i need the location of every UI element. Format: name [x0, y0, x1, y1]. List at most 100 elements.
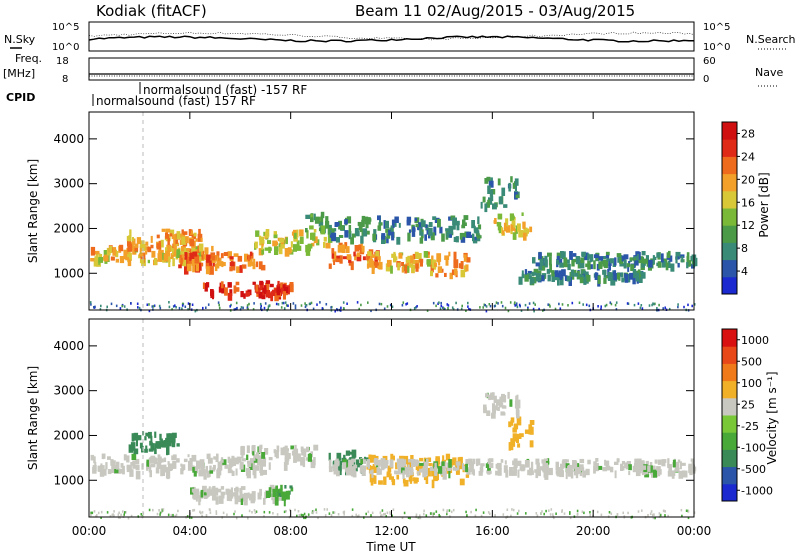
data-cell — [265, 229, 270, 237]
data-cell — [602, 467, 607, 472]
data-cell — [403, 479, 409, 487]
colorbar-tick-label: -1000 — [741, 484, 773, 497]
data-cell — [654, 516, 656, 520]
data-cell — [220, 253, 224, 259]
data-cell — [637, 510, 640, 513]
velocity-panel-frame — [88, 318, 695, 518]
data-cell — [662, 509, 665, 513]
data-cell — [181, 254, 185, 263]
data-cell — [605, 251, 610, 256]
data-cell — [175, 513, 178, 517]
data-cell — [516, 305, 519, 309]
data-cell — [613, 270, 617, 275]
data-cell — [551, 270, 555, 277]
data-cell — [565, 470, 568, 480]
data-cell — [246, 445, 250, 454]
data-cell — [156, 234, 160, 239]
data-cell — [287, 304, 289, 307]
data-cell — [370, 480, 374, 486]
data-cell — [252, 451, 255, 456]
data-cell — [621, 461, 625, 465]
y-tick-label: 2000 — [53, 221, 84, 235]
data-cell — [510, 417, 515, 423]
data-cell — [158, 304, 161, 308]
data-cell — [514, 400, 520, 409]
data-cell — [651, 513, 654, 517]
data-cell — [613, 272, 617, 281]
data-cell — [635, 272, 640, 282]
data-cell — [187, 454, 190, 458]
data-cell — [487, 185, 491, 194]
data-cell — [267, 308, 269, 311]
data-cell — [429, 466, 434, 471]
data-cell — [169, 229, 175, 235]
data-cell — [561, 303, 564, 306]
data-cell — [398, 222, 401, 228]
data-cell — [415, 460, 420, 465]
data-cell — [516, 416, 522, 426]
data-cell — [287, 247, 292, 254]
data-cell — [693, 303, 696, 306]
data-cell — [362, 228, 368, 237]
data-cell — [120, 463, 124, 468]
cpid-label: CPID — [6, 91, 35, 104]
data-cell — [330, 514, 333, 517]
data-cell — [285, 304, 288, 307]
data-cell — [385, 515, 387, 518]
data-cell — [480, 463, 484, 473]
data-cell — [318, 227, 322, 232]
data-cell — [560, 465, 564, 474]
data-cell — [162, 508, 165, 511]
data-cell — [446, 509, 448, 512]
data-cell — [390, 453, 394, 460]
data-cell — [408, 258, 411, 267]
data-cell — [89, 301, 92, 304]
data-cell — [342, 256, 348, 260]
data-cell — [407, 255, 412, 263]
data-cell — [224, 287, 228, 296]
data-cell — [510, 514, 512, 518]
data-cell — [197, 495, 202, 499]
data-cell — [590, 254, 594, 259]
data-cell — [109, 515, 112, 518]
data-cell — [319, 301, 321, 304]
data-cell — [216, 453, 219, 459]
data-cell — [260, 469, 265, 475]
nsearch-label: N.Search — [746, 33, 796, 46]
data-cell — [523, 232, 527, 241]
data-cell — [132, 246, 137, 255]
data-cell — [335, 458, 339, 465]
data-cell — [235, 516, 238, 520]
data-cell — [529, 426, 534, 435]
data-cell — [492, 411, 495, 418]
data-cell — [251, 491, 256, 501]
data-cell — [482, 306, 484, 309]
data-cell — [120, 513, 122, 517]
data-cell — [233, 285, 237, 294]
data-cell — [656, 466, 661, 471]
data-cell — [500, 459, 504, 463]
data-cell — [273, 449, 276, 454]
data-cell — [181, 236, 187, 245]
data-cell — [397, 262, 400, 271]
data-cell — [452, 508, 455, 512]
data-cell — [461, 304, 463, 308]
data-cell — [396, 236, 401, 245]
data-cell — [415, 306, 417, 309]
data-cell — [390, 225, 393, 232]
data-cell — [284, 457, 287, 467]
data-cell — [442, 470, 447, 480]
data-cell — [452, 308, 455, 311]
data-cell — [316, 239, 320, 246]
data-cell — [159, 433, 162, 441]
velocity-heatmap — [90, 391, 697, 520]
data-cell — [605, 461, 609, 466]
data-cell — [247, 492, 250, 499]
data-cell — [372, 464, 375, 469]
data-cell — [514, 301, 516, 304]
data-cell — [569, 511, 571, 514]
data-cell — [193, 471, 197, 477]
data-cell — [165, 228, 171, 233]
data-cell — [424, 224, 428, 228]
data-cell — [595, 458, 599, 462]
